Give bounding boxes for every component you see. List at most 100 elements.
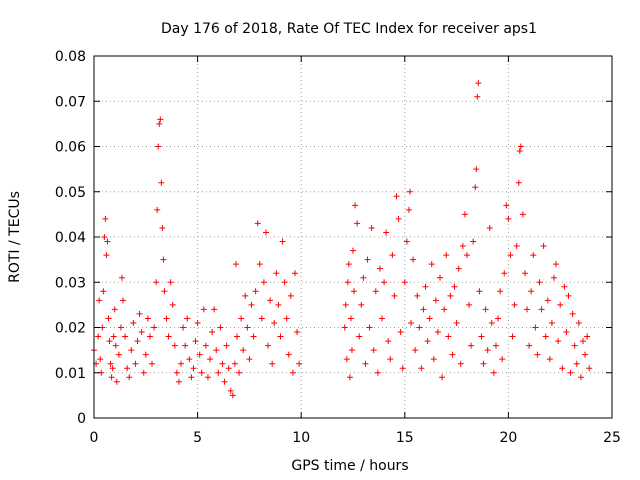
data-point: [482, 306, 489, 313]
data-point: [387, 356, 394, 363]
data-point: [142, 351, 149, 358]
data-point: [258, 315, 265, 322]
data-point: [354, 220, 361, 227]
data-point: [509, 333, 516, 340]
data-point: [517, 143, 524, 150]
data-point: [102, 215, 109, 222]
data-point: [461, 211, 468, 218]
x-tick-label: 15: [396, 430, 414, 446]
data-point: [188, 374, 195, 381]
data-point: [343, 356, 350, 363]
data-point: [275, 301, 282, 308]
data-point: [376, 265, 383, 272]
data-point: [140, 369, 147, 376]
data-point: [342, 301, 349, 308]
data-point: [414, 292, 421, 299]
data-point: [211, 306, 218, 313]
data-point: [515, 179, 522, 186]
y-tick-label: 0.07: [55, 94, 86, 110]
data-point: [173, 369, 180, 376]
data-point: [260, 279, 267, 286]
data-point: [248, 301, 255, 308]
data-point: [112, 342, 119, 349]
data-point: [111, 306, 118, 313]
data-point: [207, 356, 214, 363]
axis-ticks: [93, 55, 613, 419]
data-point: [99, 324, 106, 331]
data-point: [130, 319, 137, 326]
data-point: [516, 148, 523, 155]
data-point: [106, 338, 113, 345]
data-point: [344, 279, 351, 286]
data-point: [579, 338, 586, 345]
data-point: [571, 342, 578, 349]
data-point: [364, 256, 371, 263]
data-point: [271, 319, 278, 326]
data-point: [192, 338, 199, 345]
data-point: [519, 211, 526, 218]
data-point: [151, 324, 158, 331]
data-point: [118, 274, 125, 281]
data-point: [503, 202, 510, 209]
data-point: [262, 229, 269, 236]
data-point: [279, 238, 286, 245]
data-point: [252, 288, 259, 295]
data-point: [397, 329, 404, 336]
x-tick-label: 25: [603, 430, 621, 446]
data-point: [362, 360, 369, 367]
data-point: [105, 315, 112, 322]
data-point: [499, 356, 506, 363]
data-point: [217, 324, 224, 331]
data-point: [381, 279, 388, 286]
data-point: [561, 283, 568, 290]
data-point: [567, 369, 574, 376]
data-point: [178, 360, 185, 367]
data-point: [370, 347, 377, 354]
data-point: [586, 365, 593, 372]
data-point: [439, 374, 446, 381]
data-point: [122, 333, 129, 340]
data-point: [379, 315, 386, 322]
data-point: [149, 360, 156, 367]
data-point: [225, 365, 232, 372]
data-point: [366, 324, 373, 331]
data-point: [565, 292, 572, 299]
data-point: [283, 315, 290, 322]
data-point: [453, 319, 460, 326]
data-point: [559, 365, 566, 372]
data-point: [546, 356, 553, 363]
data-point: [351, 288, 358, 295]
data-point: [219, 360, 226, 367]
data-point: [184, 315, 191, 322]
data-point: [393, 193, 400, 200]
data-point: [341, 324, 348, 331]
data-point: [457, 360, 464, 367]
data-point: [198, 369, 205, 376]
data-point: [291, 270, 298, 277]
data-point: [463, 252, 470, 259]
data-point: [356, 333, 363, 340]
data-point: [154, 206, 161, 213]
data-point: [101, 234, 108, 240]
data-point: [505, 215, 512, 222]
x-tick-label: 20: [499, 430, 517, 446]
data-point: [346, 374, 353, 381]
data-point: [542, 333, 549, 340]
data-point: [511, 301, 518, 308]
data-point: [447, 292, 454, 299]
data-point: [534, 351, 541, 358]
data-point: [215, 369, 222, 376]
data-point: [108, 374, 115, 381]
data-point: [196, 351, 203, 358]
data-point: [161, 288, 168, 295]
data-point: [473, 166, 480, 173]
data-point: [408, 319, 415, 326]
data-point: [575, 319, 582, 326]
data-point: [238, 315, 245, 322]
data-point: [194, 319, 201, 326]
data-point: [449, 351, 456, 358]
data-point: [163, 315, 170, 322]
data-point: [120, 297, 127, 304]
data-point: [136, 310, 143, 317]
data-point: [455, 265, 462, 272]
